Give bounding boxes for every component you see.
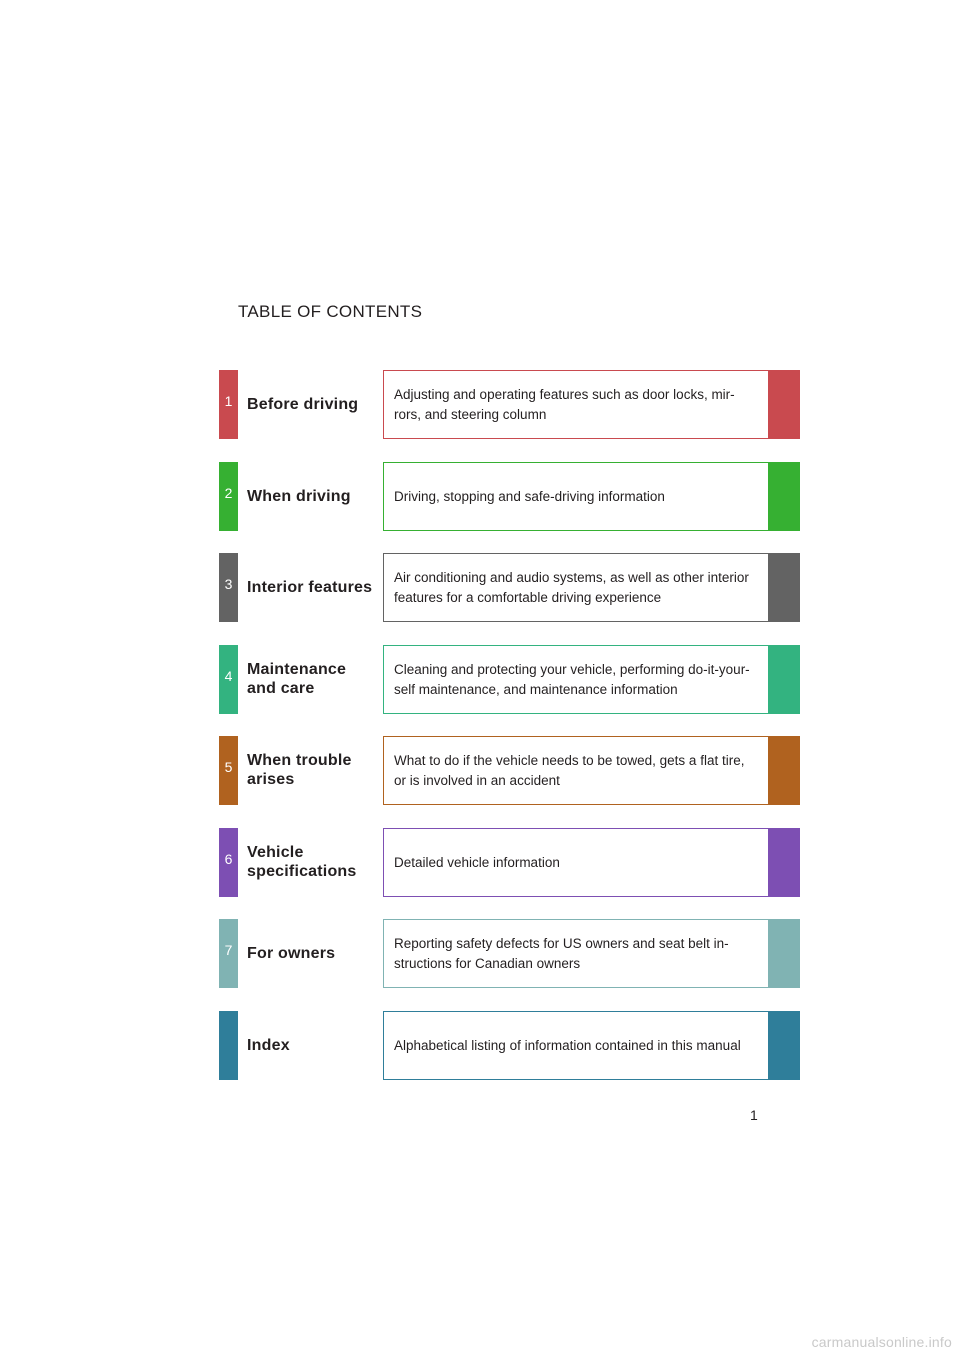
toc-row-1[interactable]: 1 Before driving Adjusting and operating f… <box>219 370 800 439</box>
section-tab: 3 <box>219 553 238 622</box>
section-number: 6 <box>224 851 233 867</box>
section-number: 3 <box>224 576 233 592</box>
page-title: TABLE OF CONTENTS <box>238 302 423 321</box>
toc-row-4[interactable]: 4 Maintenance and care Cleaning and protec… <box>219 645 800 714</box>
section-tab <box>219 1011 238 1080</box>
section-description-box: Driving, stopping and safe-driving infor… <box>383 462 768 531</box>
section-tab: 6 <box>219 828 238 897</box>
section-color-tab[interactable] <box>768 919 800 988</box>
section-description: Driving, stopping and safe-driving infor… <box>394 489 665 504</box>
section-tab: 5 <box>219 736 238 805</box>
section-description-box: Cleaning and protecting your vehicle, pe… <box>383 645 768 714</box>
section-description-box: Reporting safety defects for US owners a… <box>383 919 768 988</box>
section-description-box: Detailed vehicle information <box>383 828 768 897</box>
section-description: Reporting safety defects for US owners a… <box>394 936 729 971</box>
toc-row-6[interactable]: 6 Vehicle specifications Detailed vehicle … <box>219 828 800 897</box>
section-title[interactable]: When trouble arises <box>247 752 352 788</box>
section-title[interactable]: When driving <box>247 488 351 505</box>
section-tab: 7 <box>219 919 238 988</box>
section-title[interactable]: Maintenance and care <box>247 661 347 697</box>
section-description-box: Alphabetical listing of information cont… <box>383 1011 768 1080</box>
section-description: Alphabetical listing of information cont… <box>394 1038 741 1053</box>
section-color-tab[interactable] <box>768 462 800 531</box>
toc-row-2[interactable]: 2 When driving Driving, stopping and safe-… <box>219 462 800 531</box>
section-title[interactable]: Interior features <box>247 579 373 596</box>
section-number: 5 <box>224 759 233 775</box>
section-title[interactable]: Vehicle specifications <box>247 844 357 880</box>
page-number: 1 <box>750 1107 758 1123</box>
section-color-tab[interactable] <box>768 828 800 897</box>
section-title[interactable]: Before driving <box>247 396 359 413</box>
section-color-tab[interactable] <box>768 553 800 622</box>
section-description: Cleaning and protecting your vehicle, pe… <box>394 662 750 697</box>
section-description: Detailed vehicle information <box>394 855 560 870</box>
section-description-box: Air conditioning and audio systems, as w… <box>383 553 768 622</box>
section-number: 2 <box>224 485 233 501</box>
section-color-tab[interactable] <box>768 1011 800 1080</box>
section-number: 1 <box>224 393 233 409</box>
section-description: What to do if the vehicle needs to be to… <box>394 753 745 788</box>
section-tab: 4 <box>219 645 238 714</box>
toc-row-index[interactable]: Index Alphabetical listing of information… <box>219 1011 800 1080</box>
toc-row-5[interactable]: 5 When trouble arises What to do if the ve… <box>219 736 800 805</box>
toc-row-7[interactable]: 7 For owners Reporting safety defects for … <box>219 919 800 988</box>
section-description-box: What to do if the vehicle needs to be to… <box>383 736 768 805</box>
toc-row-3[interactable]: 3 Interior features Air conditioning and a… <box>219 553 800 622</box>
section-tab: 1 <box>219 370 238 439</box>
section-description-box: Adjusting and operating features such as… <box>383 370 768 439</box>
section-number: 7 <box>224 942 233 958</box>
section-title[interactable]: For owners <box>247 945 336 962</box>
section-description: Air conditioning and audio systems, as w… <box>394 570 749 605</box>
section-description: Adjusting and operating features such as… <box>394 387 735 422</box>
section-color-tab[interactable] <box>768 370 800 439</box>
section-title[interactable]: Index <box>247 1037 290 1054</box>
section-number: 4 <box>224 668 233 684</box>
section-color-tab[interactable] <box>768 645 800 714</box>
section-color-tab[interactable] <box>768 736 800 805</box>
section-tab: 2 <box>219 462 238 531</box>
watermark: carmanualsonline.info <box>811 1334 952 1350</box>
